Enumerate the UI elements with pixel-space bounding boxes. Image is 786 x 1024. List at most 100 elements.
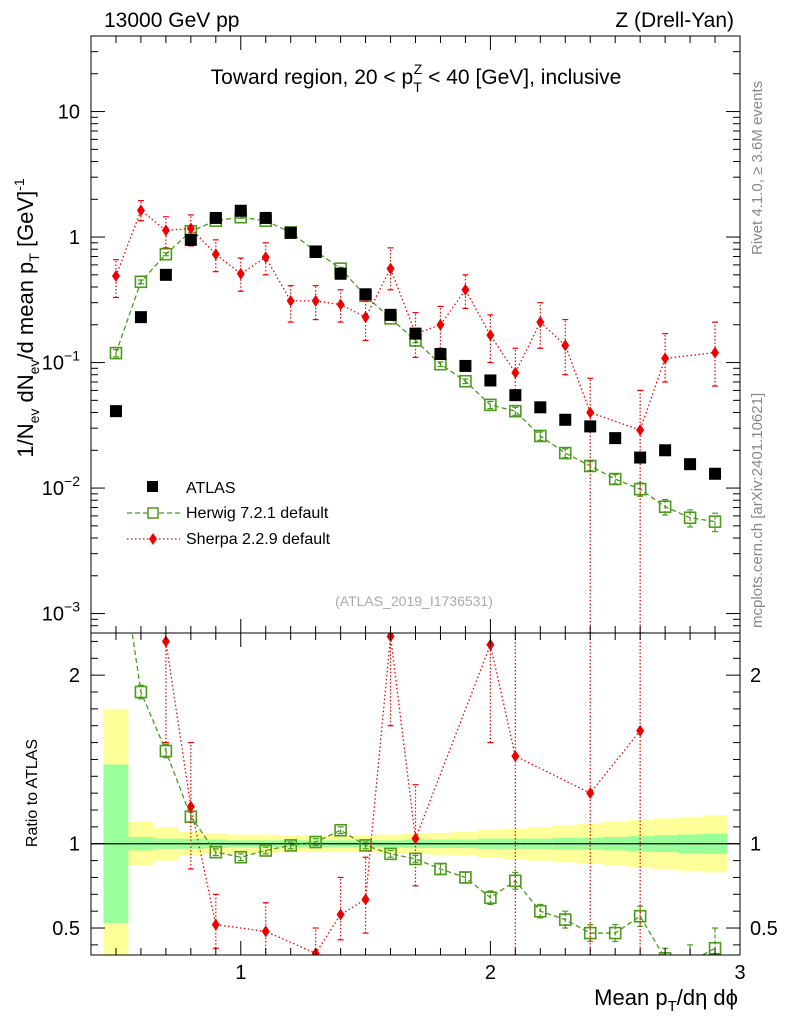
herwig-point: [534, 429, 547, 443]
legend-atlas-label: ATLAS: [186, 480, 236, 497]
herwig-point: [409, 852, 422, 866]
ratio-ylabel: Ratio to ATLAS: [24, 739, 41, 847]
main-ylabel: 1/Nev dNev/d mean pT [GeV]-1: [11, 178, 42, 458]
herwig-point: [334, 823, 347, 837]
herwig-point: [558, 446, 572, 460]
sherpa-point: [361, 893, 370, 906]
ratio-xtick-label: 2: [485, 962, 496, 984]
herwig-point: [509, 404, 522, 418]
sherpa-point: [286, 294, 295, 307]
herwig-point: [234, 850, 248, 864]
herwig-point: [633, 909, 647, 923]
main-ytick-label: 10−2: [42, 473, 80, 500]
atlas-point: [284, 226, 297, 239]
legend: ATLAS Herwig 7.2.1 default Sherpa 2.2.9 …: [127, 480, 331, 548]
sherpa-point: [211, 918, 220, 931]
atlas-point: [534, 401, 547, 414]
herwig-point: [509, 874, 522, 888]
sherpa-point: [636, 724, 645, 737]
sherpa-point: [186, 222, 195, 235]
main-title: Toward region, 20 < pTZ < 40 [GeV], incl…: [211, 61, 622, 95]
ratio-xtick-label: 1: [235, 962, 246, 984]
series-line-diamond: [115, 209, 716, 431]
main-ytick-label: 1: [69, 227, 80, 249]
herwig-point: [459, 871, 472, 884]
herwig-point: [384, 847, 397, 861]
herwig-point: [558, 913, 572, 926]
series-line-square-open: [131, 633, 716, 955]
legend-herwig-label: Herwig 7.2.1 default: [186, 505, 329, 522]
herwig-point: [134, 685, 148, 699]
sherpa-point: [486, 329, 495, 342]
herwig-point: [309, 835, 322, 849]
atlas-point: [384, 308, 397, 321]
herwig-point: [434, 862, 447, 876]
atlas-point: [484, 374, 497, 387]
sherpa-point: [511, 750, 520, 763]
herwig-point: [110, 518, 121, 529]
ratio-ytick-label: 2: [69, 665, 80, 687]
watermark: (ATLAS_2019_I1736531): [335, 593, 493, 609]
sherpa-point: [336, 298, 345, 311]
sherpa-point: [211, 248, 220, 261]
herwig-point: [459, 374, 472, 388]
atlas-point: [609, 432, 622, 445]
sherpa-point: [236, 267, 245, 280]
atlas-point: [309, 246, 322, 259]
ratio-xtick-label: 3: [734, 962, 745, 984]
atlas-point: [634, 451, 647, 464]
herwig-point: [708, 515, 722, 528]
ratio-xlabel: Mean pT/dη dϕ: [594, 985, 738, 1015]
sherpa-point: [661, 352, 670, 365]
main-ytick-label: 10: [58, 102, 80, 124]
sherpa-point: [711, 346, 720, 359]
herwig-point: [284, 839, 297, 852]
herwig-point: [658, 500, 672, 514]
atlas-point: [184, 233, 197, 246]
atlas-point: [559, 413, 572, 426]
header-right: Z (Drell-Yan): [615, 9, 734, 32]
sherpa-point: [111, 269, 120, 282]
herwig-point: [134, 275, 148, 289]
series-line-square-open: [115, 216, 716, 523]
legend-sherpa-label: Sherpa 2.2.9 default: [186, 531, 331, 548]
herwig-point: [209, 845, 223, 859]
herwig-point: [583, 459, 597, 473]
herwig-point: [608, 926, 622, 940]
main-ytick-label: 10−3: [42, 599, 80, 626]
sherpa-point: [536, 316, 545, 329]
ratio-ytick-label-right: 2: [750, 665, 761, 687]
sherpa-point: [561, 339, 570, 352]
herwig-point: [109, 346, 123, 360]
atlas-point: [209, 211, 222, 224]
herwig-point: [484, 891, 497, 904]
sherpa-point: [161, 635, 170, 648]
ratio-ytick-label-right: 0.5: [750, 918, 778, 940]
herwig-point: [534, 904, 547, 918]
ratio-ytick-label: 0.5: [52, 918, 80, 940]
atlas-point: [684, 458, 697, 471]
rivet-label: Rivet 4.1.0, ≥ 3.6M events: [749, 81, 766, 255]
main-plot: 10−3 10−2 10−1 1 10 Toward region, 20 < pTZ …: [11, 35, 741, 634]
series-line-diamond: [165, 636, 641, 955]
sherpa-point: [361, 311, 370, 324]
herwig-point: [633, 482, 647, 496]
atlas-point: [509, 389, 522, 402]
legend-herwig-marker: [147, 507, 159, 519]
sherpa-point: [461, 283, 470, 296]
sherpa-point: [136, 204, 145, 217]
atlas-point: [159, 268, 172, 281]
header-left: 13000 GeV pp: [104, 9, 239, 32]
ratio-ytick-label-right: 1: [750, 834, 761, 856]
sherpa-point: [261, 925, 270, 938]
atlas-point: [459, 359, 472, 372]
legend-sherpa-marker: [149, 533, 157, 545]
herwig-point: [159, 744, 173, 758]
herwig-point: [159, 247, 173, 261]
atlas-point: [584, 420, 597, 433]
main-ytick-label: 10−1: [42, 348, 80, 375]
herwig-point: [359, 839, 372, 852]
mcplots-label: mcplots.cern.ch [arXiv:2401.10621]: [749, 393, 766, 628]
atlas-point: [334, 267, 347, 280]
